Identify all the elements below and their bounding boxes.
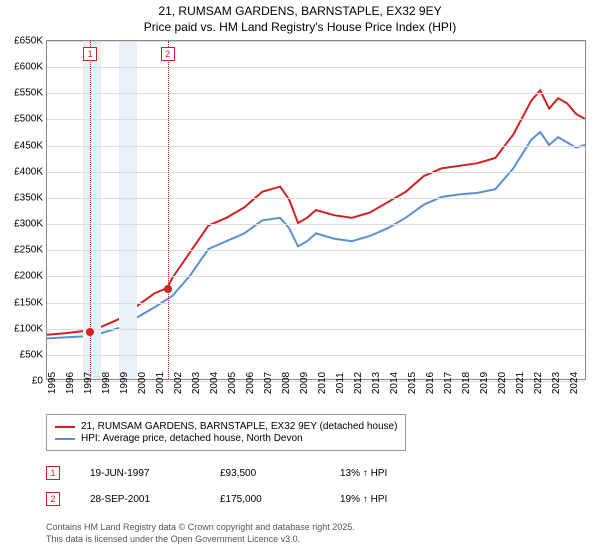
x-axis-label: 2011 <box>335 372 346 394</box>
x-axis-label: 1998 <box>101 372 112 394</box>
sale-marker-2: 2 <box>161 47 175 61</box>
y-axis-label: £600K <box>14 62 43 73</box>
legend-item: 21, RUMSAM GARDENS, BARNSTAPLE, EX32 9EY… <box>55 421 397 432</box>
y-axis-label: £550K <box>14 88 43 99</box>
x-axis-label: 2002 <box>173 372 184 394</box>
x-axis-label: 2004 <box>209 372 220 394</box>
y-axis-label: £0 <box>32 376 43 387</box>
x-axis-label: 2008 <box>281 372 292 394</box>
x-axis-label: 2007 <box>263 372 274 394</box>
y-axis-label: £150K <box>14 297 43 308</box>
chart-legend: 21, RUMSAM GARDENS, BARNSTAPLE, EX32 9EY… <box>46 414 406 451</box>
x-axis-label: 2001 <box>155 372 166 394</box>
x-axis-label: 2010 <box>317 372 328 394</box>
x-axis-label: 2000 <box>137 372 148 394</box>
x-axis-label: 2012 <box>353 372 364 394</box>
x-axis-label: 2021 <box>515 372 526 394</box>
chart-title: 21, RUMSAM GARDENS, BARNSTAPLE, EX32 9EY… <box>0 0 600 35</box>
x-axis-label: 2006 <box>245 372 256 394</box>
copyright-note: Contains HM Land Registry data © Crown c… <box>46 522 355 545</box>
sale-marker-1: 1 <box>83 47 97 61</box>
y-axis-label: £350K <box>14 192 43 203</box>
x-axis-label: 2018 <box>461 372 472 394</box>
x-axis-label: 2005 <box>227 372 238 394</box>
x-axis-label: 2017 <box>443 372 454 394</box>
y-axis-label: £200K <box>14 271 43 282</box>
x-axis-label: 2024 <box>569 372 580 394</box>
x-axis-label: 2009 <box>299 372 310 394</box>
x-axis-label: 2016 <box>425 372 436 394</box>
y-axis-label: £450K <box>14 140 43 151</box>
y-axis-label: £300K <box>14 219 43 230</box>
y-axis-label: £650K <box>14 36 43 47</box>
legend-item: HPI: Average price, detached house, Nort… <box>55 433 397 444</box>
x-axis-label: 2013 <box>371 372 382 394</box>
x-axis-label: 2019 <box>479 372 490 394</box>
x-axis-label: 2023 <box>551 372 562 394</box>
sale-row-1: 119-JUN-1997£93,50013% ↑ HPI <box>46 466 387 480</box>
x-axis-label: 2020 <box>497 372 508 394</box>
y-axis-label: £250K <box>14 245 43 256</box>
y-axis-label: £100K <box>14 323 43 334</box>
x-axis-label: 1999 <box>119 372 130 394</box>
x-axis-label: 2003 <box>191 372 202 394</box>
x-axis-label: 1996 <box>65 372 76 394</box>
y-axis-label: £500K <box>14 114 43 125</box>
sale-dot <box>164 285 172 293</box>
x-axis-label: 2022 <box>533 372 544 394</box>
y-axis-label: £50K <box>20 349 43 360</box>
x-axis-label: 2014 <box>389 372 400 394</box>
price-chart: £0£50K£100K£150K£200K£250K£300K£350K£400… <box>46 40 586 380</box>
y-axis-label: £400K <box>14 166 43 177</box>
sale-dot <box>86 328 94 336</box>
x-axis-label: 2015 <box>407 372 418 394</box>
sale-row-2: 228-SEP-2001£175,00019% ↑ HPI <box>46 492 387 506</box>
x-axis-label: 1995 <box>47 372 58 394</box>
x-axis-label: 1997 <box>83 372 94 394</box>
